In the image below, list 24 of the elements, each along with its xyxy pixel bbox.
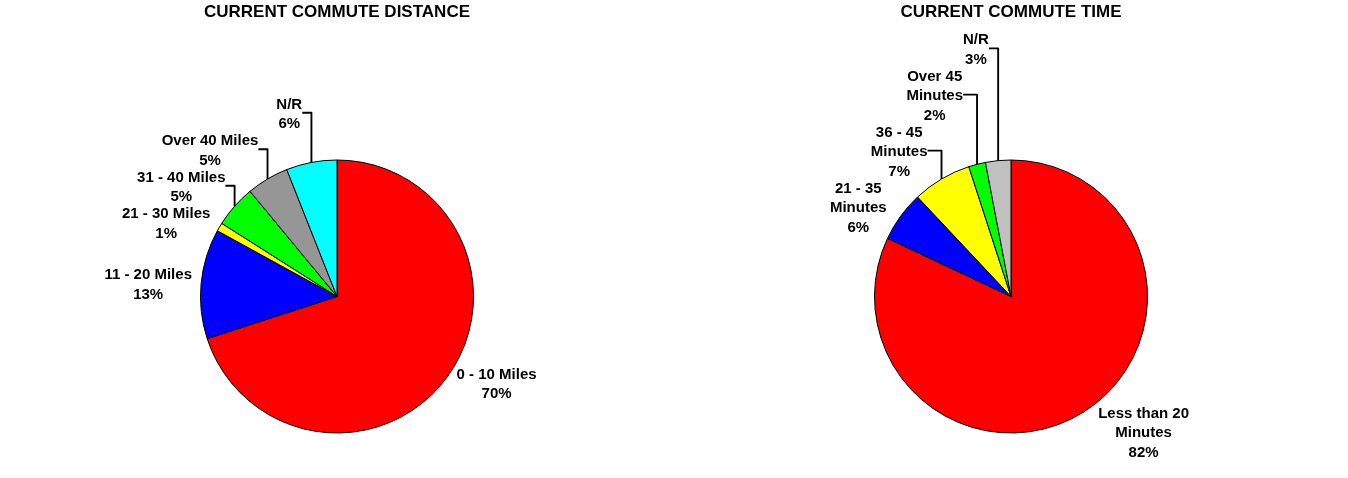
data-label: 5% <box>199 150 221 168</box>
chart-title: CURRENT COMMUTE TIME <box>900 1 1122 21</box>
data-label: 70% <box>481 384 512 402</box>
data-label: 6% <box>847 217 870 235</box>
slice-label: 36 - 45 Minutes <box>870 122 928 160</box>
slice-label: Less than 20 Minutes <box>1098 403 1190 441</box>
data-label: 7% <box>888 161 911 179</box>
data-label: 13% <box>133 284 164 302</box>
chart-title: CURRENT COMMUTE DISTANCE <box>203 1 471 21</box>
data-label: 3% <box>965 49 987 67</box>
data-label: 2% <box>923 105 946 123</box>
slice-label: 0 - 10 Miles <box>456 364 537 382</box>
data-label: 82% <box>1128 442 1159 460</box>
slice-label: N/R <box>963 30 990 48</box>
slice-label: N/R <box>276 94 303 112</box>
data-label: 5% <box>170 187 193 205</box>
slice-label: 21 - 35 Minutes <box>829 178 887 216</box>
slice-label: 21 - 30 Miles <box>121 204 211 222</box>
slice-label: Over 45 Minutes <box>906 66 964 104</box>
slice-label: 31 - 40 Miles <box>137 167 226 185</box>
data-label: 1% <box>155 223 178 241</box>
data-label: 6% <box>278 114 301 132</box>
slice-label: 11 - 20 Miles <box>104 265 192 283</box>
slice-label: Over 40 Miles <box>161 131 259 149</box>
